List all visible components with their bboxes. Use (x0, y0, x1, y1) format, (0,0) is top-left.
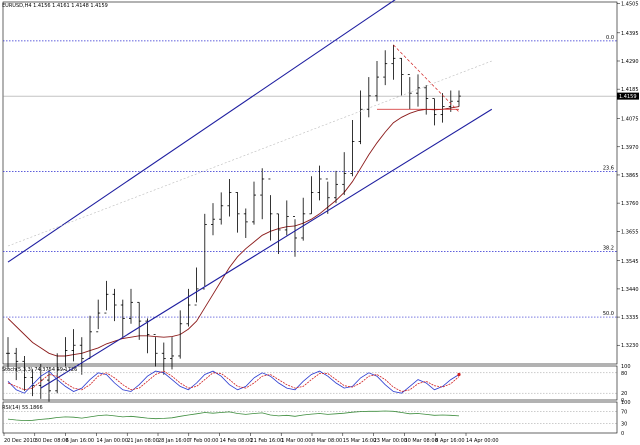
date-tick-label: 8 Mar 08:00 (312, 438, 342, 444)
date-tick-label: 30 Mar 08:00 (404, 438, 437, 444)
rsi-tick-label: 70 (621, 409, 627, 415)
fib-level-label: 23.6 (603, 165, 614, 171)
price-tick-label: 1.3865 (621, 173, 639, 179)
current-price-label: 1.4159 (619, 94, 637, 100)
date-tick-label: 14 Jan 00:00 (96, 438, 128, 444)
stoch-last-point (457, 372, 461, 377)
main-panel-frame (2, 1, 618, 365)
rsi-tick-label: 0 (621, 431, 624, 437)
stoch-panel-frame (2, 365, 618, 401)
price-tick-label: 1.4185 (621, 87, 639, 93)
date-tick-label: 20 Dec 2010 (4, 438, 36, 444)
channel-lower-line (40, 108, 493, 389)
date-tick-label: 1 Mar 00:00 (281, 438, 311, 444)
trend-lines (7, 0, 493, 389)
price-axis: 1.4505 1.4395 1.4290 1.4185 1.4075 1.3970 1.38… (617, 1, 639, 349)
stoch-tick-label: 20 (621, 391, 627, 397)
triangle-upper-line (393, 44, 460, 113)
rsi-panel: 100 70 30 0 (3, 400, 631, 437)
date-tick-label: 23 Mar 00:00 (374, 438, 407, 444)
price-tick-label: 1.4395 (621, 31, 639, 37)
date-tick-label: 21 Feb 16:00 (250, 438, 283, 444)
rsi-header: RSI(14) 55.1866 (2, 405, 43, 411)
stoch-main-line (7, 370, 460, 394)
date-tick-label: 8 Apr 16:00 (435, 438, 464, 444)
price-tick-label: 1.4505 (621, 1, 639, 7)
moving-average (7, 106, 460, 357)
price-bars (6, 44, 461, 402)
rsi-panel-frame (2, 401, 618, 434)
fib-level-label: 50.0 (603, 311, 614, 317)
fib-level-label: 0.0 (606, 35, 614, 41)
price-tick-label: 1.3335 (621, 315, 639, 321)
date-tick-label: 14 Apr 00:00 (466, 438, 499, 444)
channel-upper-line (7, 0, 396, 263)
price-tick-label: 1.4075 (621, 117, 639, 123)
price-tick-label: 1.4290 (621, 59, 639, 65)
date-tick-label: 7 Feb 00:00 (189, 438, 219, 444)
stoch-tick-label: 80 (621, 371, 627, 377)
date-tick-label: 14 Feb 08:00 (220, 438, 253, 444)
stoch-tick-label: 0 (621, 398, 624, 404)
stochastic-header: Stoch(5,3,3) 74.3754 69.1726 (2, 367, 78, 373)
ma-line (7, 106, 460, 357)
date-tick-label: 30 Dec 08:00 (35, 438, 69, 444)
date-tick-label: 21 Jan 08:00 (127, 438, 159, 444)
price-tick-label: 1.3545 (621, 259, 639, 265)
date-tick-label: 6 Jan 16:00 (66, 438, 94, 444)
price-tick-label: 1.3655 (621, 229, 639, 235)
rsi-line (7, 410, 460, 422)
price-tick-label: 1.3760 (621, 201, 639, 207)
fib-level-label: 38.2 (603, 245, 614, 251)
main-chart-header: EURUSD,H4 1.4156 1.4161 1.4148 1.4159 (2, 3, 108, 9)
date-tick-label: 28 Jan 16:00 (158, 438, 190, 444)
price-tick-label: 1.3230 (621, 343, 639, 349)
rsi-tick-label: 100 (621, 400, 631, 406)
date-tick-label: 15 Mar 16:00 (343, 438, 376, 444)
price-tick-label: 1.3440 (621, 287, 639, 293)
stoch-signal-line (7, 370, 460, 392)
grid-layer: 0.0 23.6 38.2 50.0 (2, 1, 618, 434)
price-tick-label: 1.3970 (621, 145, 639, 151)
current-price-badge (617, 92, 639, 100)
rsi-tick-label: 30 (621, 422, 627, 428)
stoch-tick-label: 100 (621, 364, 631, 370)
